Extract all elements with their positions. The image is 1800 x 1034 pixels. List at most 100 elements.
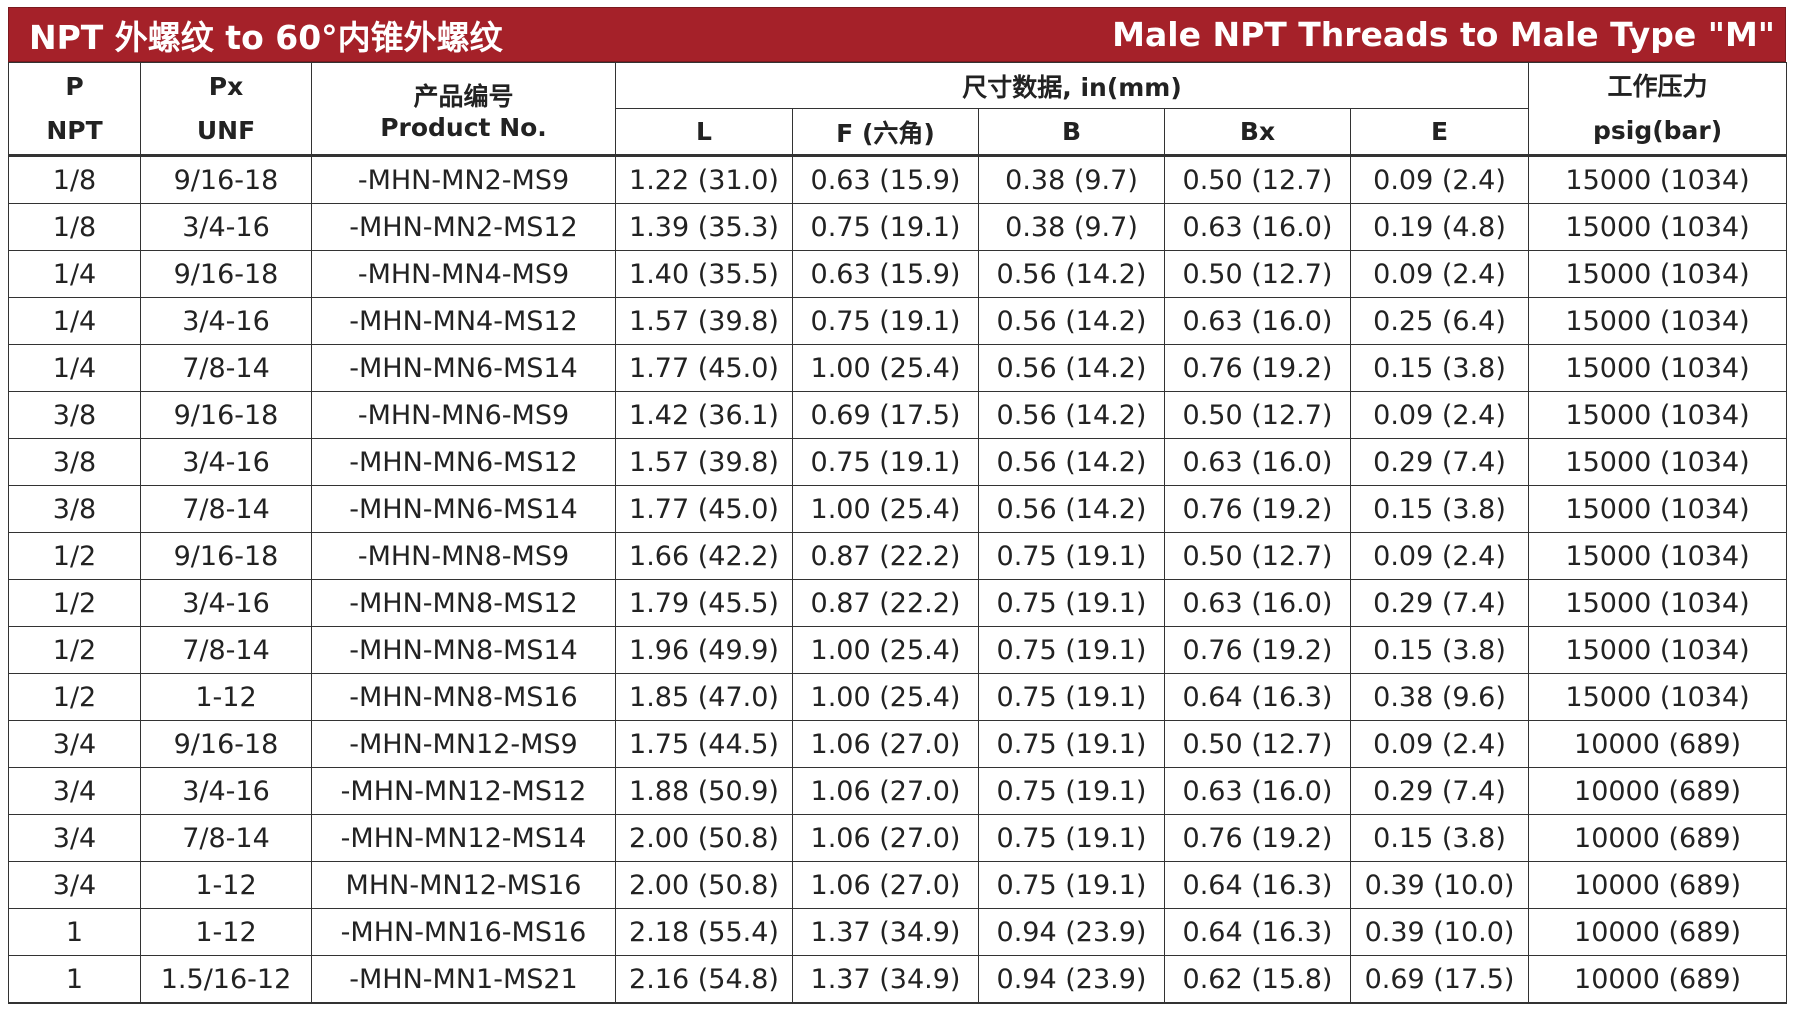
cell-f-hex: 1.06 (27.0): [792, 814, 979, 862]
cell-product-no: -MHN-MN8-MS14: [311, 626, 616, 674]
cell-l: 1.39 (35.3): [615, 203, 793, 251]
cell-p-npt: 1/4: [8, 344, 141, 392]
cell-f-hex: 1.00 (25.4): [792, 344, 979, 392]
table-row: 3/4 9/16-18 -MHN-MN12-MS9 1.75 (44.5) 1.06 (…: [8, 720, 1788, 768]
cell-p-npt: 1/2: [8, 626, 141, 674]
cell-e: 0.25 (6.4): [1349, 297, 1530, 345]
cell-p-npt: 3/4: [8, 814, 141, 862]
cell-bx: 0.64 (16.3): [1164, 908, 1351, 956]
cell-l: 1.96 (49.9): [615, 626, 793, 674]
cell-px-unf: 7/8-14: [140, 626, 312, 674]
cell-px-unf: 7/8-14: [140, 344, 312, 392]
table-row: 3/4 1-12 MHN-MN12-MS16 2.00 (50.8) 1.06 (27.…: [8, 861, 1788, 909]
cell-product-no: -MHN-MN12-MS9: [311, 720, 616, 768]
cell-f-hex: 1.00 (25.4): [792, 485, 979, 533]
cell-pressure: 10000 (689): [1528, 767, 1788, 815]
cell-bx: 0.62 (15.8): [1164, 955, 1351, 1004]
cell-bx: 0.63 (16.0): [1164, 579, 1351, 627]
table-row: 1/4 3/4-16 -MHN-MN4-MS12 1.57 (39.8) 0.75 (1…: [8, 297, 1788, 345]
cell-pressure: 10000 (689): [1528, 861, 1788, 909]
cell-l: 1.57 (39.8): [615, 297, 793, 345]
cell-b: 0.75 (19.1): [978, 767, 1165, 815]
cell-f-hex: 1.00 (25.4): [792, 626, 979, 674]
cell-f-hex: 1.06 (27.0): [792, 720, 979, 768]
cell-px-unf: 9/16-18: [140, 532, 312, 580]
cell-product-no: -MHN-MN2-MS9: [311, 154, 616, 204]
cell-b: 0.56 (14.2): [978, 250, 1165, 298]
cell-f-hex: 0.69 (17.5): [792, 391, 979, 439]
cell-pressure: 15000 (1034): [1528, 438, 1788, 486]
cell-e: 0.15 (3.8): [1349, 344, 1530, 392]
cell-e: 0.29 (7.4): [1349, 767, 1530, 815]
header-e: E: [1349, 108, 1530, 156]
cell-bx: 0.76 (19.2): [1164, 814, 1351, 862]
cell-f-hex: 0.75 (19.1): [792, 297, 979, 345]
header-dimensions-group: 尺寸数据, in(mm): [614, 62, 1530, 109]
cell-e: 0.15 (3.8): [1349, 626, 1530, 674]
cell-product-no: -MHN-MN6-MS9: [311, 391, 616, 439]
cell-bx: 0.64 (16.3): [1164, 861, 1351, 909]
cell-bx: 0.63 (16.0): [1164, 297, 1351, 345]
cell-l: 1.42 (36.1): [615, 391, 793, 439]
header-b: B: [978, 108, 1165, 156]
cell-bx: 0.76 (19.2): [1164, 485, 1351, 533]
cell-product-no: -MHN-MN16-MS16: [311, 908, 616, 956]
cell-p-npt: 1/2: [8, 532, 141, 580]
cell-bx: 0.50 (12.7): [1164, 154, 1351, 204]
cell-e: 0.09 (2.4): [1349, 250, 1530, 298]
cell-e: 0.09 (2.4): [1349, 154, 1530, 204]
cell-l: 1.77 (45.0): [615, 485, 793, 533]
cell-bx: 0.76 (19.2): [1164, 626, 1351, 674]
cell-l: 2.00 (50.8): [615, 861, 793, 909]
cell-px-unf: 7/8-14: [140, 485, 312, 533]
cell-pressure: 15000 (1034): [1528, 154, 1788, 204]
cell-pressure: 15000 (1034): [1528, 344, 1788, 392]
cell-b: 0.56 (14.2): [978, 485, 1165, 533]
cell-pressure: 10000 (689): [1528, 720, 1788, 768]
table-row: 3/8 7/8-14 -MHN-MN6-MS14 1.77 (45.0) 1.00 (2…: [8, 485, 1788, 533]
cell-e: 0.39 (10.0): [1349, 861, 1530, 909]
cell-f-hex: 1.06 (27.0): [792, 861, 979, 909]
cell-e: 0.09 (2.4): [1349, 720, 1530, 768]
cell-e: 0.39 (10.0): [1349, 908, 1530, 956]
table-row: 1/2 3/4-16 -MHN-MN8-MS12 1.79 (45.5) 0.87 (2…: [8, 579, 1788, 627]
cell-f-hex: 0.87 (22.2): [792, 579, 979, 627]
cell-b: 0.75 (19.1): [978, 626, 1165, 674]
cell-p-npt: 3/8: [8, 391, 141, 439]
cell-px-unf: 1.5/16-12: [140, 955, 312, 1004]
cell-l: 1.77 (45.0): [615, 344, 793, 392]
cell-l: 1.66 (42.2): [615, 532, 793, 580]
title-chinese: NPT 外螺纹 to 60°内锥外螺纹: [29, 17, 503, 57]
cell-l: 1.57 (39.8): [615, 438, 793, 486]
cell-e: 0.09 (2.4): [1349, 391, 1530, 439]
cell-e: 0.19 (4.8): [1349, 203, 1530, 251]
cell-e: 0.15 (3.8): [1349, 814, 1530, 862]
cell-product-no: -MHN-MN4-MS9: [311, 250, 616, 298]
cell-e: 0.15 (3.8): [1349, 485, 1530, 533]
cell-bx: 0.63 (16.0): [1164, 438, 1351, 486]
cell-l: 1.85 (47.0): [615, 673, 793, 721]
cell-e: 0.29 (7.4): [1349, 579, 1530, 627]
cell-pressure: 15000 (1034): [1528, 391, 1788, 439]
cell-bx: 0.63 (16.0): [1164, 203, 1351, 251]
cell-f-hex: 0.75 (19.1): [792, 438, 979, 486]
cell-b: 0.56 (14.2): [978, 391, 1165, 439]
cell-f-hex: 1.37 (34.9): [792, 908, 979, 956]
cell-f-hex: 1.06 (27.0): [792, 767, 979, 815]
cell-p-npt: 1: [8, 955, 141, 1004]
cell-l: 1.79 (45.5): [615, 579, 793, 627]
header-p-npt: P NPT: [8, 62, 141, 156]
table-row: 3/8 3/4-16 -MHN-MN6-MS12 1.57 (39.8) 0.75 (1…: [8, 438, 1788, 486]
cell-p-npt: 1/4: [8, 250, 141, 298]
cell-p-npt: 1/8: [8, 203, 141, 251]
cell-b: 0.38 (9.7): [978, 203, 1165, 251]
table-row: 3/4 3/4-16 -MHN-MN12-MS12 1.88 (50.9) 1.06 (…: [8, 767, 1788, 815]
table-row: 1/4 7/8-14 -MHN-MN6-MS14 1.77 (45.0) 1.00 (2…: [8, 344, 1788, 392]
cell-l: 1.88 (50.9): [615, 767, 793, 815]
cell-p-npt: 1/2: [8, 673, 141, 721]
cell-l: 2.00 (50.8): [615, 814, 793, 862]
cell-px-unf: 3/4-16: [140, 579, 312, 627]
cell-f-hex: 1.37 (34.9): [792, 955, 979, 1004]
cell-px-unf: 9/16-18: [140, 250, 312, 298]
cell-product-no: -MHN-MN12-MS14: [311, 814, 616, 862]
